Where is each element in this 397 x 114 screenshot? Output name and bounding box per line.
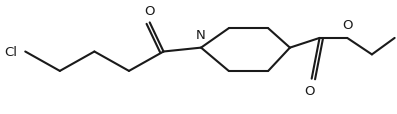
Text: O: O (304, 85, 315, 98)
Text: Cl: Cl (4, 46, 17, 58)
Text: N: N (196, 29, 206, 41)
Text: O: O (145, 5, 155, 17)
Text: O: O (342, 19, 353, 32)
